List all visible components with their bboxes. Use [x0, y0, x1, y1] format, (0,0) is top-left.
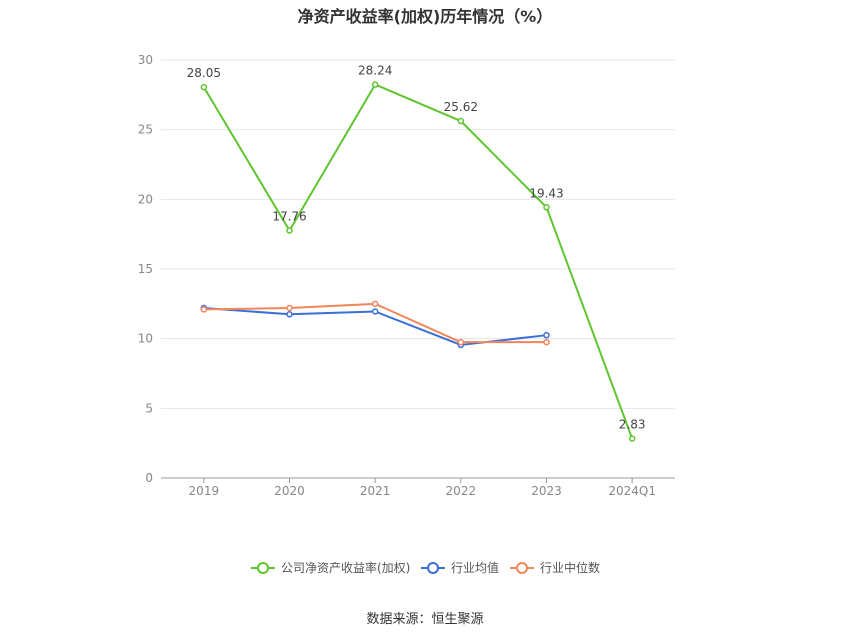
source-note: 数据来源：恒生聚源 [366, 612, 484, 627]
data-point[interactable] [371, 308, 379, 315]
series-line [202, 83, 634, 439]
x-tick-label: 2022 [446, 484, 477, 498]
data-point[interactable] [200, 306, 208, 313]
data-label: 28.05 [187, 66, 221, 80]
data-labels: 28.05 17.76 28.24 25.62 19.43 2.83 [187, 64, 646, 432]
data-point[interactable] [457, 338, 465, 346]
x-tick-label: 2021 [360, 484, 391, 498]
data-point[interactable] [457, 117, 465, 125]
axes: 0 5 10 15 20 25 30 2019 2020 2021 2022 2023 2024Q1 [138, 53, 675, 498]
data-label: 2.83 [619, 418, 646, 432]
y-tick-label: 0 [145, 471, 153, 485]
series-1 [200, 304, 550, 349]
y-tick-label: 25 [138, 123, 153, 137]
x-tick-label: 2024Q1 [608, 484, 656, 498]
data-point[interactable] [286, 227, 293, 234]
legend-item-0[interactable]: 公司净资产收益率(加权) [251, 560, 410, 575]
grid-lines [161, 59, 675, 409]
data-point[interactable] [628, 435, 636, 442]
legend-item-2[interactable]: 行业中位数 [510, 560, 600, 575]
y-tick-label: 20 [138, 192, 153, 206]
legend-label: 行业均值 [451, 560, 499, 575]
series-lines [200, 81, 636, 442]
data-label: 19.43 [529, 186, 563, 200]
data-label: 25.62 [444, 100, 478, 114]
data-point[interactable] [200, 83, 208, 91]
y-tick-label: 15 [138, 262, 153, 276]
data-point[interactable] [371, 81, 379, 88]
x-tick-label: 2019 [189, 484, 220, 498]
series-2 [200, 300, 550, 346]
data-label: 17.76 [272, 210, 306, 224]
data-point[interactable] [543, 331, 550, 339]
legend: 公司净资产收益率(加权) 行业均值 行业中位数 [251, 560, 600, 575]
data-point[interactable] [286, 304, 293, 312]
x-tick-label: 2023 [531, 484, 562, 498]
legend-label: 公司净资产收益率(加权) [281, 560, 410, 575]
legend-swatch-marker [516, 562, 528, 574]
legend-label: 行业中位数 [540, 560, 600, 575]
series-0 [200, 81, 636, 442]
x-tick-label: 2020 [274, 484, 305, 498]
data-label: 28.24 [358, 64, 392, 78]
legend-item-1[interactable]: 行业均值 [421, 560, 499, 575]
y-tick-label: 10 [138, 332, 153, 346]
data-point[interactable] [286, 311, 293, 318]
data-point[interactable] [371, 300, 379, 308]
data-point[interactable] [543, 338, 550, 346]
y-tick-label: 30 [138, 53, 153, 67]
legend-swatch-marker [427, 562, 439, 574]
y-tick-label: 5 [145, 401, 153, 415]
chart-title: 净资产收益率(加权)历年情况（%） [297, 7, 553, 26]
legend-swatch-marker [257, 562, 269, 574]
data-point[interactable] [543, 204, 550, 211]
